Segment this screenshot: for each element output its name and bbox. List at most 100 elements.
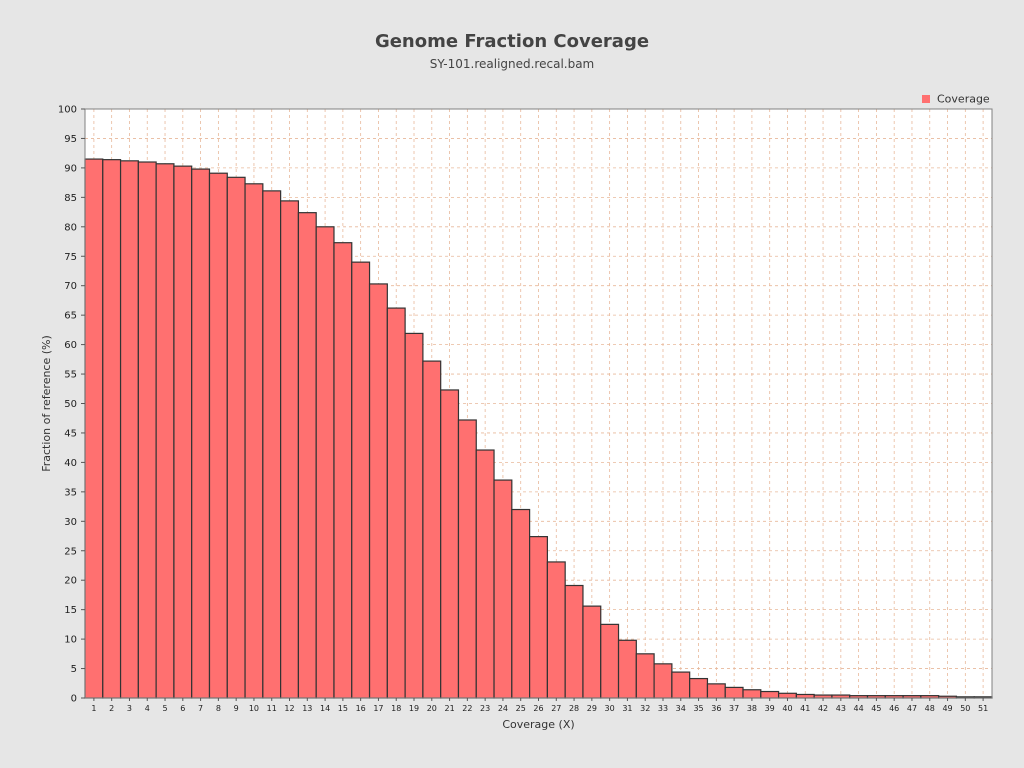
chart-title: Genome Fraction Coverage bbox=[374, 31, 650, 52]
bar bbox=[333, 242, 353, 699]
y-tick-label: 25 bbox=[64, 546, 77, 557]
y-tick-label: 80 bbox=[64, 222, 77, 233]
bar bbox=[511, 508, 531, 699]
bar bbox=[760, 690, 780, 699]
y-tick-label: 60 bbox=[64, 340, 77, 351]
y-tick-label: 40 bbox=[64, 458, 77, 469]
x-tick-label: 24 bbox=[498, 704, 508, 713]
x-tick-label: 7 bbox=[198, 704, 203, 713]
bar bbox=[600, 623, 620, 699]
x-tick-label: 32 bbox=[640, 704, 650, 713]
bar bbox=[689, 677, 709, 699]
bar bbox=[173, 165, 193, 699]
x-tick-label: 49 bbox=[942, 704, 952, 713]
bar bbox=[386, 307, 406, 699]
bar bbox=[564, 584, 584, 699]
y-tick-label: 85 bbox=[64, 193, 77, 204]
bar bbox=[368, 283, 388, 699]
bar bbox=[546, 561, 566, 699]
x-tick-label: 43 bbox=[836, 704, 846, 713]
x-tick-label: 22 bbox=[462, 704, 472, 713]
x-tick-label: 51 bbox=[978, 704, 988, 713]
bar bbox=[315, 226, 335, 699]
bar bbox=[191, 168, 211, 699]
bar bbox=[84, 158, 104, 699]
bar bbox=[457, 419, 477, 699]
bar bbox=[493, 479, 513, 699]
x-tick-label: 31 bbox=[622, 704, 632, 713]
bar bbox=[422, 360, 442, 699]
bar bbox=[475, 449, 495, 699]
bar bbox=[262, 190, 282, 699]
x-tick-label: 34 bbox=[676, 704, 686, 713]
y-tick-label: 75 bbox=[64, 252, 77, 263]
x-tick-label: 25 bbox=[516, 704, 526, 713]
bar bbox=[137, 161, 157, 699]
bar bbox=[795, 693, 815, 699]
y-tick-label: 70 bbox=[64, 281, 77, 292]
x-tick-label: 44 bbox=[854, 704, 864, 713]
x-tick-label: 15 bbox=[338, 704, 348, 713]
y-tick-label: 5 bbox=[71, 664, 77, 675]
y-tick-label: 20 bbox=[64, 576, 77, 587]
bar bbox=[742, 689, 762, 699]
x-tick-label: 17 bbox=[373, 704, 383, 713]
y-tick-label: 0 bbox=[71, 694, 77, 705]
x-tick-label: 4 bbox=[145, 704, 150, 713]
x-tick-label: 33 bbox=[658, 704, 668, 713]
x-tick-label: 30 bbox=[605, 704, 615, 713]
x-tick-label: 26 bbox=[533, 704, 543, 713]
bar bbox=[653, 663, 673, 699]
bar bbox=[617, 639, 637, 699]
x-tick-label: 18 bbox=[391, 704, 401, 713]
x-tick-label: 5 bbox=[162, 704, 167, 713]
y-tick-label: 90 bbox=[64, 163, 77, 174]
x-tick-label: 48 bbox=[925, 704, 935, 713]
x-tick-label: 13 bbox=[302, 704, 312, 713]
x-tick-label: 3 bbox=[127, 704, 132, 713]
bar bbox=[226, 176, 246, 699]
x-tick-label: 8 bbox=[216, 704, 221, 713]
bar bbox=[582, 605, 602, 699]
bar bbox=[635, 653, 655, 699]
bar bbox=[244, 183, 264, 699]
x-tick-label: 6 bbox=[180, 704, 185, 713]
chart-subtitle: SY-101.realigned.recal.bam bbox=[429, 57, 595, 71]
x-tick-label: 14 bbox=[320, 704, 330, 713]
bar bbox=[440, 389, 460, 699]
x-tick-label: 9 bbox=[234, 704, 239, 713]
x-tick-label: 21 bbox=[444, 704, 454, 713]
x-tick-label: 37 bbox=[729, 704, 739, 713]
x-tick-label: 10 bbox=[249, 704, 259, 713]
bar bbox=[280, 200, 300, 699]
bar bbox=[404, 332, 424, 699]
y-tick-label: 10 bbox=[64, 635, 77, 646]
x-tick-label: 41 bbox=[800, 704, 810, 713]
x-tick-label: 40 bbox=[782, 704, 792, 713]
x-tick-label: 28 bbox=[569, 704, 579, 713]
y-tick-label: 45 bbox=[64, 428, 77, 439]
y-axis-label: Fraction of reference (%) bbox=[40, 335, 53, 472]
x-tick-label: 16 bbox=[356, 704, 366, 713]
x-tick-label: 50 bbox=[960, 704, 970, 713]
bar bbox=[297, 212, 317, 699]
legend: Coverage bbox=[922, 93, 990, 106]
y-axis-ticks: 0 5 10 15 20 25 30 35 40 45 50 55 60 65 70 75 80 85 90 95 10… bbox=[58, 105, 85, 705]
y-tick-label: 100 bbox=[58, 105, 77, 116]
x-axis-ticks: 1 2 3 4 5 6 7 8 9 10 11 12 13 14 15 16 17 18 19 20 21 22 23 24 2… bbox=[91, 698, 988, 713]
bar bbox=[724, 686, 744, 699]
bar bbox=[706, 683, 726, 699]
bar bbox=[529, 536, 548, 699]
bar bbox=[102, 159, 122, 699]
legend-swatch bbox=[922, 95, 930, 103]
x-tick-label: 19 bbox=[409, 704, 419, 713]
x-tick-label: 38 bbox=[747, 704, 757, 713]
x-tick-label: 45 bbox=[871, 704, 881, 713]
y-tick-label: 50 bbox=[64, 399, 77, 410]
x-tick-label: 2 bbox=[109, 704, 114, 713]
x-tick-label: 20 bbox=[427, 704, 437, 713]
bar bbox=[671, 671, 691, 699]
x-tick-label: 23 bbox=[480, 704, 490, 713]
